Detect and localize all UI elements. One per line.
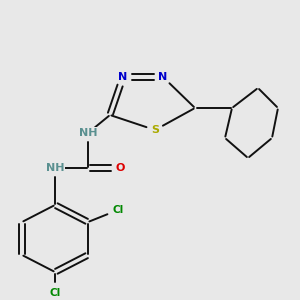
Text: NH: NH xyxy=(46,163,64,173)
Text: N: N xyxy=(158,72,168,82)
Text: S: S xyxy=(151,125,159,135)
Text: Cl: Cl xyxy=(50,288,61,298)
Text: NH: NH xyxy=(79,128,97,138)
Text: O: O xyxy=(115,163,125,173)
Text: Cl: Cl xyxy=(112,205,124,215)
Text: N: N xyxy=(118,72,127,82)
